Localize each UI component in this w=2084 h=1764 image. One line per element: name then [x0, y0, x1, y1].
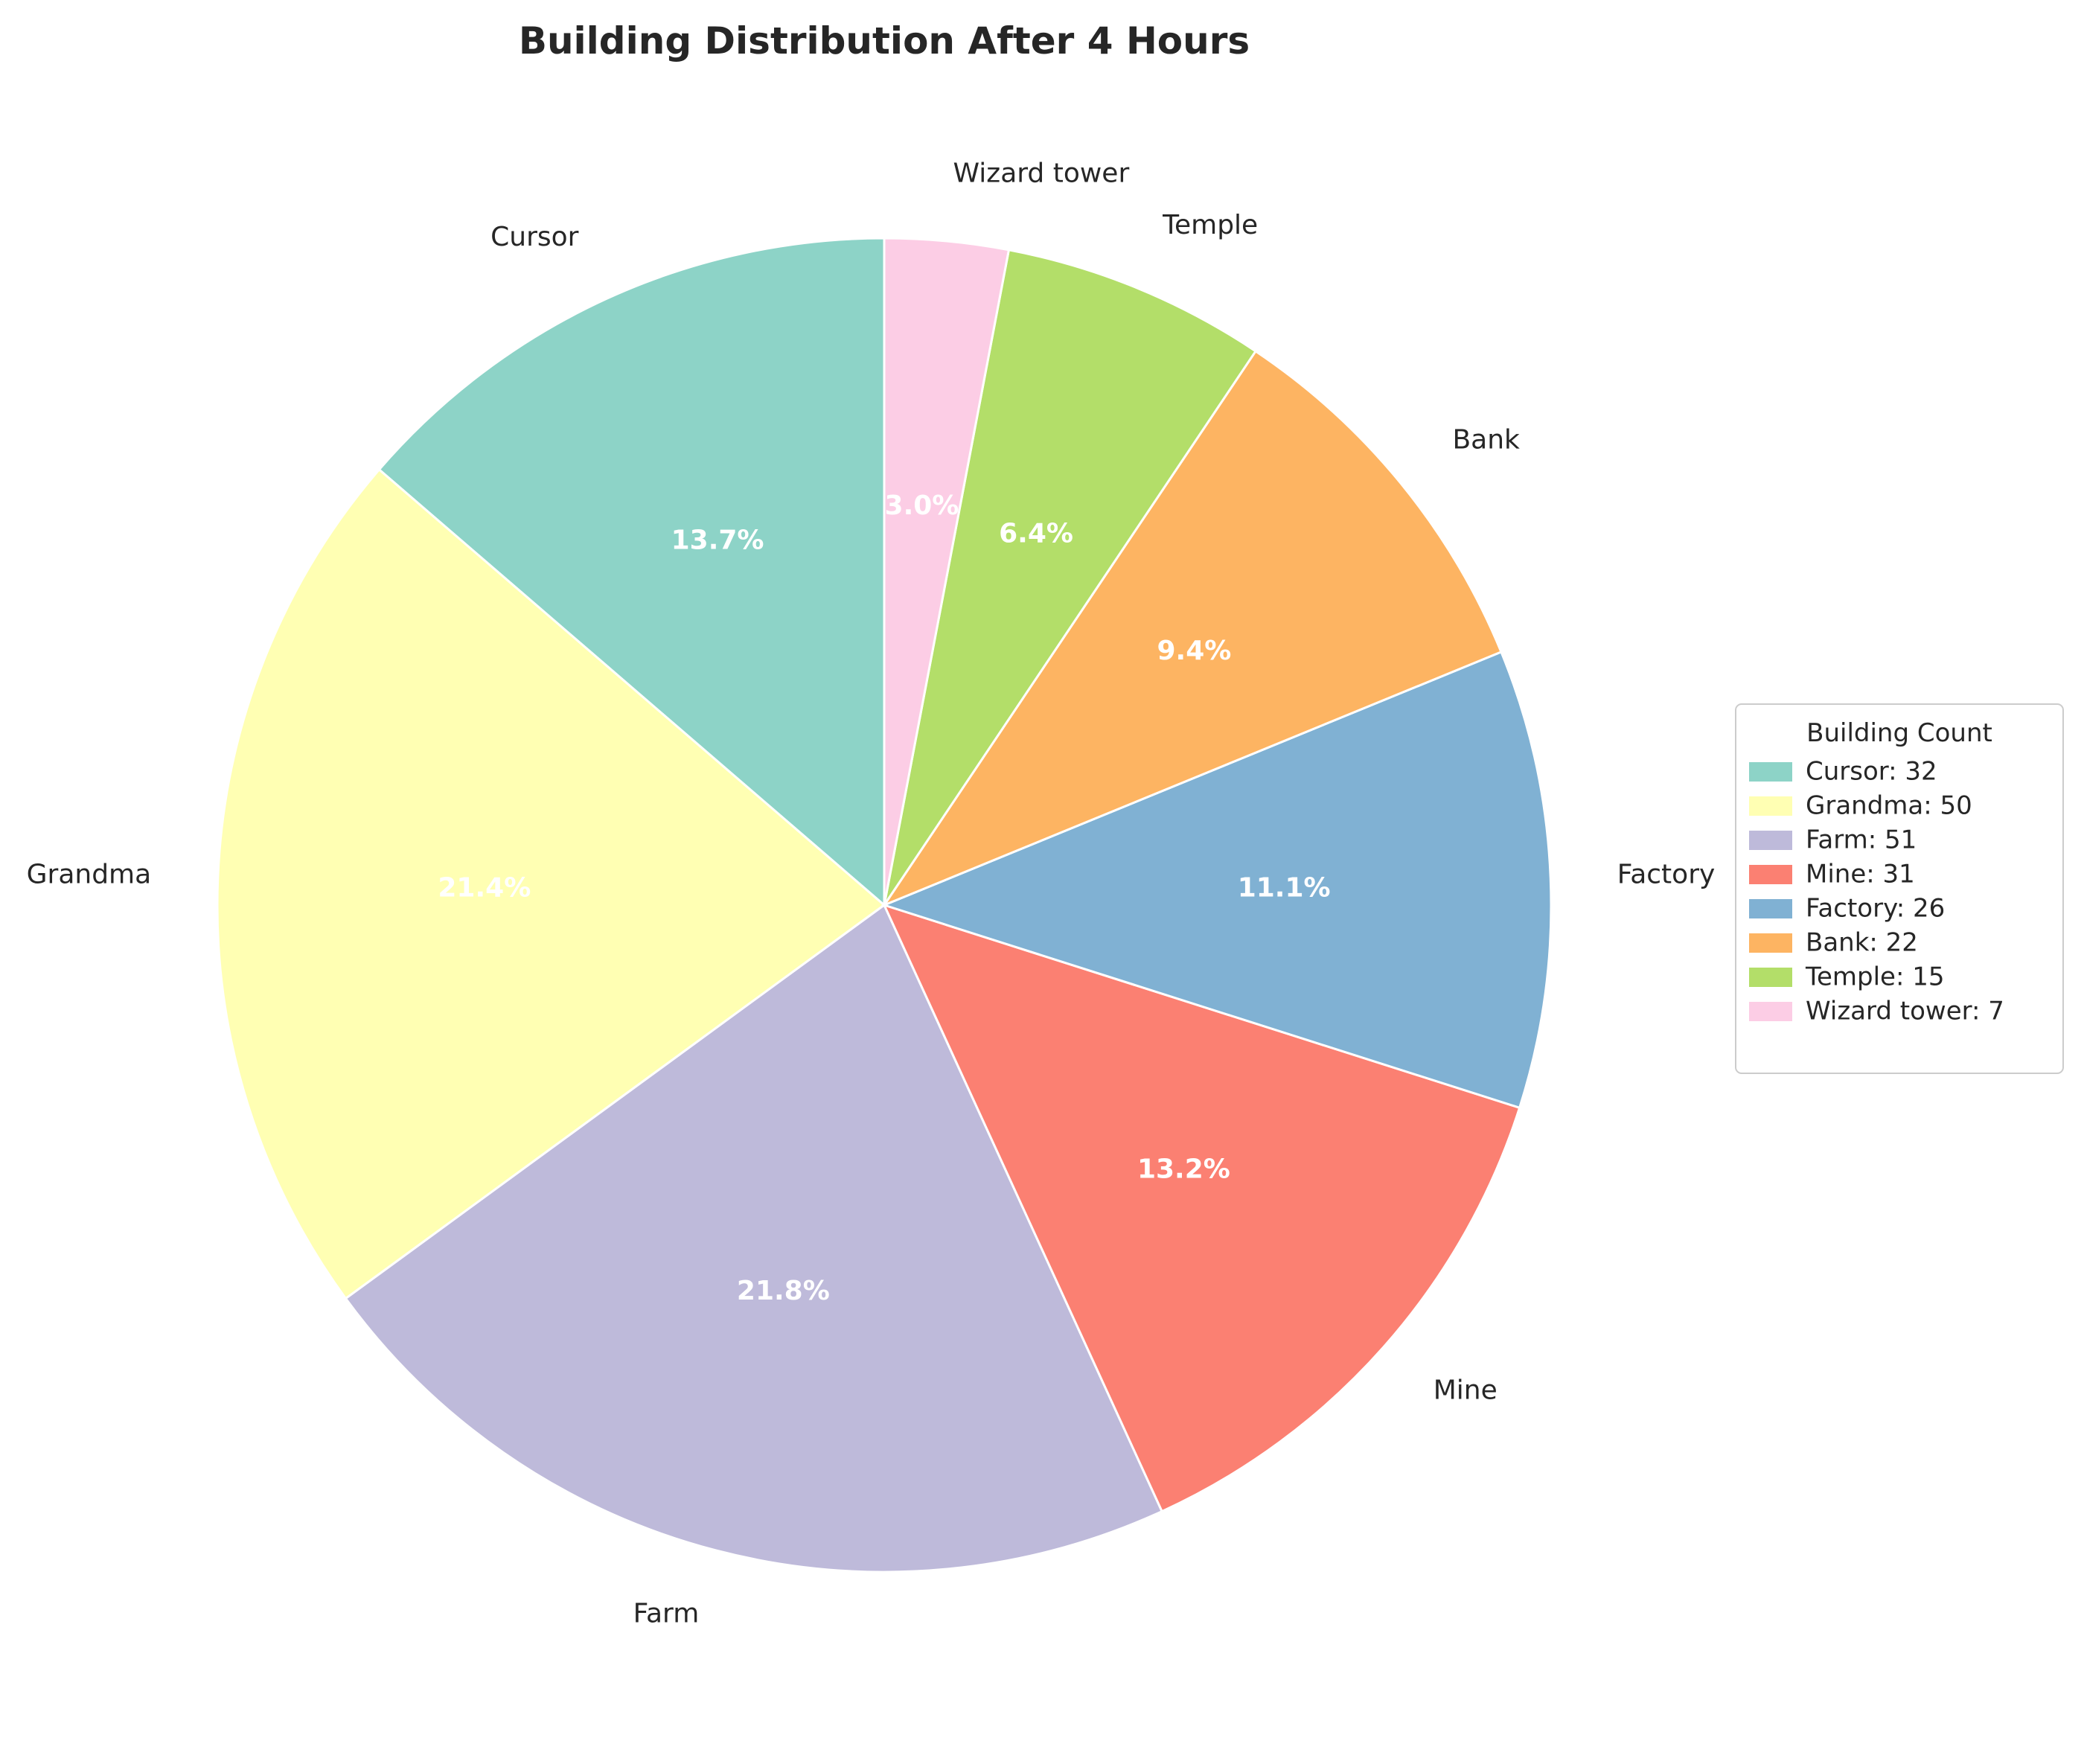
percent-label-cursor: 13.7%	[671, 525, 764, 555]
legend-items: Cursor: 32 Grandma: 50 Farm: 51 Mine: 31 Fac…	[1749, 757, 2004, 1026]
slice-label-farm: Farm	[633, 1599, 700, 1629]
legend-swatch-temple	[1749, 968, 1792, 987]
legend-swatch-grandma	[1749, 796, 1792, 816]
legend-label-mine: Mine: 31	[1806, 860, 1915, 889]
slice-label-mine: Mine	[1433, 1375, 1498, 1406]
slice-label-cursor: Cursor	[490, 222, 579, 252]
percent-label-bank: 9.4%	[1157, 636, 1232, 666]
legend-swatch-wizard-tower	[1749, 1002, 1792, 1021]
pie-slice-mine	[882, 903, 1521, 1513]
legend-label-cursor: Cursor: 32	[1806, 757, 1937, 787]
pie-slice-cursor	[377, 237, 886, 908]
percent-label-temple: 6.4%	[999, 519, 1073, 549]
slice-label-grandma: Grandma	[27, 859, 152, 889]
slice-label-wizard-tower: Wizard tower	[953, 159, 1129, 189]
pie-slice-grandma	[216, 467, 886, 1300]
legend-swatch-cursor	[1749, 762, 1792, 782]
legend-swatch-mine	[1749, 865, 1792, 884]
pie-slice-bank	[881, 349, 1503, 908]
legend-frame	[1735, 703, 2064, 1074]
pie-slice-wizard-tower	[883, 237, 1011, 906]
legend-swatch-bank	[1749, 933, 1792, 953]
legend-swatch-factory	[1749, 899, 1792, 918]
legend-swatch-farm	[1749, 831, 1792, 850]
pie-slice-temple	[883, 249, 1258, 906]
pie-slice-factory	[880, 650, 1553, 1110]
percent-label-wizard-tower: 3.0%	[885, 490, 959, 521]
legend-label-temple: Temple: 15	[1805, 962, 1945, 992]
percent-label-farm: 21.8%	[737, 1276, 830, 1306]
slice-label-bank: Bank	[1452, 425, 1520, 456]
slice-label-temple: Temple	[1162, 210, 1258, 240]
percent-label-factory: 11.1%	[1238, 872, 1331, 903]
legend-label-farm: Farm: 51	[1806, 825, 1917, 855]
legend-label-factory: Factory: 26	[1806, 894, 1945, 924]
legend-title: Building Count	[1806, 718, 1992, 748]
legend-label-grandma: Grandma: 50	[1806, 791, 1972, 821]
chart-title: Building Distribution After 4 Hours	[519, 19, 1250, 63]
pie-slices	[216, 237, 1553, 1573]
pie-slice-farm	[344, 903, 1164, 1573]
slice-label-factory: Factory	[1617, 859, 1716, 889]
percent-label-grandma: 21.4%	[438, 872, 531, 903]
percent-label-mine: 13.2%	[1137, 1154, 1230, 1184]
legend: Building Count Cursor: 32 Grandma: 50 Farm…	[1735, 703, 2064, 1074]
pie-slice-labels: Cursor Grandma Farm Mine Factory Bank Temple Wi…	[27, 159, 1716, 1629]
legend-label-wizard-tower: Wizard tower: 7	[1806, 997, 2004, 1026]
legend-label-bank: Bank: 22	[1806, 928, 1918, 958]
pie-percent-labels: 13.7% 21.4% 21.8% 13.2% 11.1% 9.4% 6.4% 3.0%	[438, 490, 1330, 1306]
